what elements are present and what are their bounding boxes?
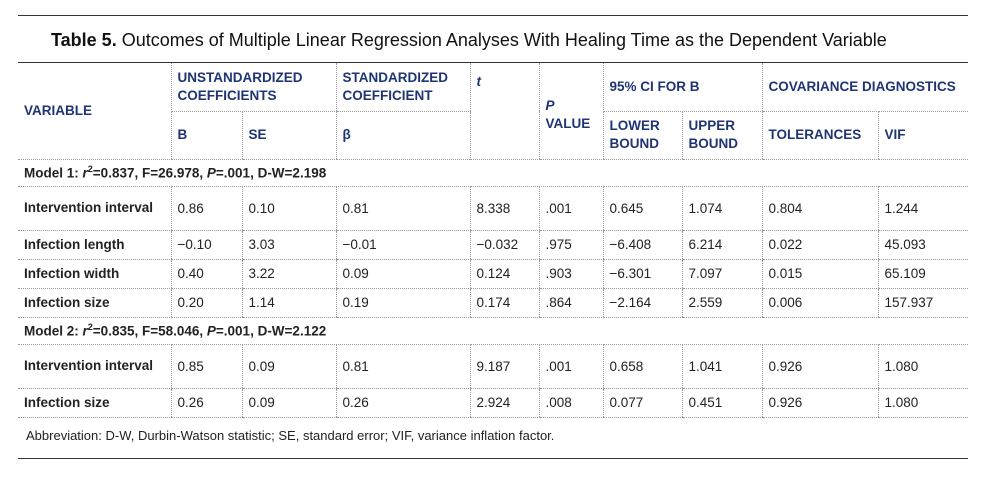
- model-2-stats: Model 2: r2=0.835, F=58.046, P=.001, D-W…: [18, 316, 969, 345]
- variable-cell: Infection size: [18, 388, 171, 418]
- variable-cell: Intervention interval: [18, 344, 171, 389]
- tolerance-cell: 0.015: [761, 259, 878, 289]
- vif-cell: 1.244: [877, 186, 969, 231]
- se-cell: 0.10: [241, 186, 336, 231]
- header-ci: 95% CI FOR B: [602, 63, 762, 112]
- header-standardized: STANDARDIZED COEFFICIENT: [335, 63, 470, 112]
- regression-table: VARIABLE UNSTANDARDIZED COEFFICIENTS STA…: [18, 63, 969, 418]
- header-p: P: [545, 97, 555, 113]
- upper-cell: 1.041: [681, 344, 762, 389]
- tolerance-cell: 0.926: [761, 388, 878, 418]
- variable-cell: Intervention interval: [18, 186, 171, 231]
- variable-cell: Infection size: [18, 288, 171, 318]
- se-cell: 3.22: [241, 259, 336, 289]
- tolerance-cell: 0.022: [761, 230, 878, 260]
- header-se: SE: [241, 111, 336, 160]
- lower-cell: 0.077: [602, 388, 682, 418]
- upper-cell: 6.214: [681, 230, 762, 260]
- b-cell: 0.40: [170, 259, 242, 289]
- se-cell: 3.03: [241, 230, 336, 260]
- tolerance-cell: 0.006: [761, 288, 878, 318]
- bottom-rule: [18, 457, 968, 459]
- vif-cell: 157.937: [877, 288, 969, 318]
- tolerance-cell: 0.926: [761, 344, 878, 389]
- lower-cell: 0.645: [602, 186, 682, 231]
- b-cell: −0.10: [170, 230, 242, 260]
- table-row: Intervention interval 0.85 0.09 0.81 9.1…: [18, 344, 969, 389]
- upper-cell: 7.097: [681, 259, 762, 289]
- table-footnote: Abbreviation: D-W, Durbin-Watson statist…: [26, 427, 555, 443]
- beta-cell: −0.01: [335, 230, 470, 260]
- upper-cell: 0.451: [681, 388, 762, 418]
- p-cell: .008: [538, 388, 603, 418]
- vif-cell: 65.109: [877, 259, 969, 289]
- table-row: Infection width 0.40 3.22 0.09 0.124 .90…: [18, 259, 969, 289]
- t-cell: 9.187: [469, 344, 539, 389]
- lower-cell: −6.301: [602, 259, 682, 289]
- model-1-stats: Model 1: r2=0.837, F=26.978, P=.001, D-W…: [18, 158, 969, 187]
- t-cell: 2.924: [469, 388, 539, 418]
- t-cell: 8.338: [469, 186, 539, 231]
- header-beta: β: [335, 111, 470, 160]
- table-title: Table 5. Outcomes of Multiple Linear Reg…: [51, 30, 968, 51]
- b-cell: 0.20: [170, 288, 242, 318]
- header-vif: VIF: [877, 111, 969, 160]
- variable-cell: Infection length: [18, 230, 171, 260]
- header-unstandardized: UNSTANDARDIZED COEFFICIENTS: [170, 63, 336, 112]
- title-rule: [18, 62, 968, 63]
- t-cell: 0.174: [469, 288, 539, 318]
- lower-cell: −6.408: [602, 230, 682, 260]
- header-tolerances: TOLERANCES: [761, 111, 878, 160]
- table-row: Intervention interval 0.86 0.10 0.81 8.3…: [18, 186, 969, 231]
- table-row: Infection length −0.10 3.03 −0.01 −0.032…: [18, 230, 969, 260]
- se-cell: 0.09: [241, 388, 336, 418]
- vif-cell: 1.080: [877, 388, 969, 418]
- p-cell: .975: [538, 230, 603, 260]
- lower-cell: 0.658: [602, 344, 682, 389]
- table-label: Table 5.: [51, 30, 117, 50]
- tolerance-cell: 0.804: [761, 186, 878, 231]
- header-variable: VARIABLE: [18, 63, 171, 160]
- beta-cell: 0.81: [335, 344, 470, 389]
- p-cell: .903: [538, 259, 603, 289]
- header-lower-bound: LOWER BOUND: [602, 111, 682, 160]
- t-cell: 0.124: [469, 259, 539, 289]
- table-row: Infection size 0.20 1.14 0.19 0.174 .864…: [18, 288, 969, 318]
- se-cell: 1.14: [241, 288, 336, 318]
- p-cell: .001: [538, 344, 603, 389]
- top-rule: [18, 15, 968, 16]
- header-t: t: [469, 63, 539, 160]
- header-covariance: COVARIANCE DIAGNOSTICS: [761, 63, 969, 112]
- beta-cell: 0.81: [335, 186, 470, 231]
- upper-cell: 2.559: [681, 288, 762, 318]
- t-cell: −0.032: [469, 230, 539, 260]
- beta-cell: 0.09: [335, 259, 470, 289]
- beta-cell: 0.19: [335, 288, 470, 318]
- beta-cell: 0.26: [335, 388, 470, 418]
- b-cell: 0.86: [170, 186, 242, 231]
- model-2-row: Model 2: r2=0.835, F=58.046, P=.001, D-W…: [18, 316, 969, 345]
- variable-cell: Infection width: [18, 259, 171, 289]
- upper-cell: 1.074: [681, 186, 762, 231]
- b-cell: 0.26: [170, 388, 242, 418]
- p-cell: .864: [538, 288, 603, 318]
- b-cell: 0.85: [170, 344, 242, 389]
- model-1-row: Model 1: r2=0.837, F=26.978, P=.001, D-W…: [18, 158, 969, 187]
- table-caption: Outcomes of Multiple Linear Regression A…: [121, 30, 887, 50]
- table-container: Table 5. Outcomes of Multiple Linear Reg…: [18, 15, 969, 459]
- table-row: Infection size 0.26 0.09 0.26 2.924 .008…: [18, 388, 969, 418]
- vif-cell: 45.093: [877, 230, 969, 260]
- header-value: VALUE: [545, 115, 591, 131]
- vif-cell: 1.080: [877, 344, 969, 389]
- p-cell: .001: [538, 186, 603, 231]
- lower-cell: −2.164: [602, 288, 682, 318]
- se-cell: 0.09: [241, 344, 336, 389]
- header-upper-bound: UPPER BOUND: [681, 111, 762, 160]
- header-b: B: [170, 111, 242, 160]
- header-p-value: P VALUE: [538, 63, 603, 160]
